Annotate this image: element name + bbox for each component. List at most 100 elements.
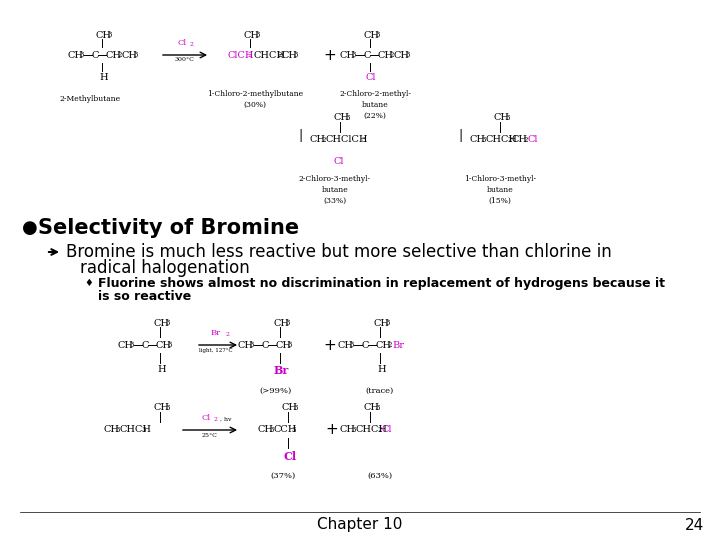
Text: 3: 3 (270, 426, 274, 434)
Text: CH: CH (106, 51, 122, 59)
Text: C: C (142, 341, 149, 349)
Text: |: | (298, 129, 302, 141)
Text: C: C (92, 51, 99, 59)
Text: 3: 3 (288, 341, 292, 349)
Text: Cl: Cl (366, 72, 377, 82)
Text: 2: 2 (390, 51, 395, 59)
Text: Cl: Cl (284, 450, 297, 462)
Text: CH: CH (364, 30, 380, 39)
Text: CH: CH (494, 113, 510, 123)
Text: (>99%): (>99%) (259, 387, 291, 395)
Text: CH: CH (276, 341, 292, 349)
Text: 2: 2 (226, 332, 230, 337)
Text: 3: 3 (134, 51, 138, 59)
Text: 3: 3 (346, 114, 351, 122)
Text: 3: 3 (286, 319, 290, 327)
Text: Selectivity of Bromine: Selectivity of Bromine (38, 218, 299, 238)
Text: 2: 2 (508, 136, 513, 144)
Text: CH: CH (274, 319, 290, 327)
Text: CH: CH (378, 51, 394, 59)
Text: (trace): (trace) (366, 387, 394, 395)
Text: (15%): (15%) (489, 197, 511, 205)
Text: CH: CH (334, 113, 350, 123)
Text: H: H (99, 72, 107, 82)
Text: 1-Chloro-2-methylbutane: 1-Chloro-2-methylbutane (207, 90, 303, 98)
Text: Cl: Cl (382, 426, 392, 435)
Text: light, 127°C: light, 127°C (199, 348, 233, 353)
Text: CH: CH (374, 319, 390, 327)
Text: 2-Chloro-3-methyl-: 2-Chloro-3-methyl- (299, 175, 371, 183)
Text: CCH: CCH (274, 426, 297, 435)
Text: +: + (323, 338, 336, 353)
Text: 2-Chloro-2-methyl-: 2-Chloro-2-methyl- (339, 90, 411, 98)
Text: 3: 3 (108, 31, 112, 39)
Text: 2: 2 (322, 136, 326, 144)
Text: butane: butane (487, 186, 513, 194)
Text: CH: CH (281, 51, 297, 59)
Text: 25°C: 25°C (202, 433, 218, 438)
Text: CH: CH (364, 403, 380, 413)
Text: Br: Br (392, 341, 404, 349)
Text: CH: CH (244, 30, 260, 39)
Text: Br: Br (274, 366, 289, 376)
Text: 2-Methylbutane: 2-Methylbutane (60, 95, 120, 103)
Text: CH: CH (154, 403, 170, 413)
Text: CH: CH (258, 426, 274, 435)
Text: CH: CH (122, 51, 138, 59)
Text: C: C (362, 341, 369, 349)
Text: 300°C: 300°C (174, 57, 194, 62)
Text: +: + (323, 48, 336, 63)
Text: 2: 2 (277, 51, 282, 59)
Text: 3: 3 (293, 51, 297, 59)
Text: 2: 2 (118, 51, 122, 59)
Text: CH: CH (68, 51, 84, 59)
Text: +: + (325, 422, 338, 437)
Text: 24: 24 (685, 517, 705, 532)
Text: CHCH: CHCH (120, 426, 152, 435)
Text: 3: 3 (406, 51, 410, 59)
Text: 2: 2 (378, 426, 382, 434)
Text: CH: CH (340, 426, 356, 435)
Text: Bromine is much less reactive but more selective than chlorine in: Bromine is much less reactive but more s… (66, 243, 612, 261)
Text: Cl: Cl (177, 39, 186, 47)
Text: CH: CH (310, 136, 326, 145)
Text: CHCH: CHCH (486, 136, 518, 145)
Text: Chapter 10: Chapter 10 (318, 517, 402, 532)
Text: , hv: , hv (220, 417, 232, 422)
Text: 3: 3 (506, 114, 510, 122)
Text: CH: CH (512, 136, 528, 145)
Text: radical halogenation: radical halogenation (80, 259, 250, 277)
Text: Br: Br (211, 329, 221, 337)
Text: 3: 3 (256, 31, 261, 39)
Text: CH: CH (376, 341, 392, 349)
Text: 3: 3 (250, 341, 254, 349)
Text: 3: 3 (352, 51, 356, 59)
Text: 3: 3 (116, 426, 120, 434)
Text: C: C (262, 341, 269, 349)
Text: ♦: ♦ (84, 278, 93, 288)
Text: CH: CH (394, 51, 410, 59)
Text: ClCH: ClCH (228, 51, 254, 59)
Text: 3: 3 (350, 341, 354, 349)
Text: CH: CH (104, 426, 120, 435)
Text: 1-Chloro-3-methyl-: 1-Chloro-3-methyl- (464, 175, 536, 183)
Text: ●: ● (22, 219, 37, 237)
Text: (22%): (22%) (364, 112, 387, 120)
Text: CH: CH (154, 319, 170, 327)
Text: 3: 3 (292, 426, 297, 434)
Text: 2: 2 (388, 341, 392, 349)
Text: 3: 3 (376, 31, 380, 39)
Text: butane: butane (361, 101, 388, 109)
Text: CH: CH (340, 51, 356, 59)
Text: butane: butane (322, 186, 348, 194)
Text: 3: 3 (142, 426, 146, 434)
Text: 3: 3 (130, 341, 135, 349)
Text: 3: 3 (482, 136, 487, 144)
Text: 2: 2 (190, 42, 194, 47)
Text: 3: 3 (294, 404, 298, 412)
Text: H: H (377, 366, 386, 375)
Text: |: | (458, 129, 462, 141)
Text: CHCH: CHCH (253, 51, 285, 59)
Text: 2: 2 (524, 136, 528, 144)
Text: 3: 3 (386, 319, 390, 327)
